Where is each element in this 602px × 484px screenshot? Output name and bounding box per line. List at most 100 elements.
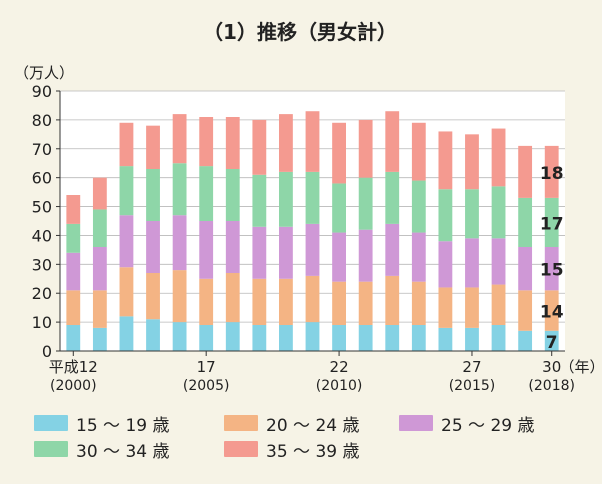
bar-segment-4 xyxy=(146,125,160,169)
bar-segment-3 xyxy=(119,166,134,216)
legend-swatch xyxy=(34,441,68,457)
bar-segment-3 xyxy=(385,171,400,224)
bar-segment-2 xyxy=(438,241,453,288)
x-tick-year: (2018) xyxy=(528,378,575,394)
legend-label: 35 〜 39 歳 xyxy=(266,441,360,462)
legend-swatch xyxy=(224,415,258,431)
bar-segment-3 xyxy=(225,169,240,221)
bar-segment-2 xyxy=(199,221,214,279)
bar-segment-2 xyxy=(119,215,134,268)
x-tick-year: (2010) xyxy=(316,378,363,394)
legend-item: 30 〜 34 歳 xyxy=(34,438,170,462)
bar-segment-1 xyxy=(385,275,400,325)
bar-segment-0 xyxy=(332,325,346,351)
bar-segment-3 xyxy=(252,174,267,227)
legend-swatch xyxy=(224,441,258,457)
x-tick-year: (2005) xyxy=(183,378,230,394)
bar-segment-4 xyxy=(199,117,214,167)
bar-segment-2 xyxy=(411,232,426,282)
y-tick-label: 90 xyxy=(32,82,52,101)
bar-segment-3 xyxy=(438,189,453,242)
bar-segment-3 xyxy=(305,171,320,224)
bar-segment-0 xyxy=(491,325,506,351)
bar-segment-0 xyxy=(279,325,293,351)
bar-segment-1 xyxy=(358,281,373,325)
bar-segment-2 xyxy=(385,223,400,276)
y-axis-ticks: 0 10 20 30 40 50 60 70 80 90 xyxy=(32,82,60,361)
bar-segment-4 xyxy=(305,111,320,172)
legend-label: 15 〜 19 歳 xyxy=(76,415,170,436)
bar-segment-2 xyxy=(518,247,533,291)
bar-segment-3 xyxy=(358,177,373,230)
bar-segment-3 xyxy=(172,163,187,216)
bar-segment-3 xyxy=(465,189,479,239)
bar-segment-1 xyxy=(518,290,533,331)
bar-segment-1 xyxy=(305,275,320,323)
legend-item: 35 〜 39 歳 xyxy=(224,438,360,462)
bar-segment-4 xyxy=(279,114,293,172)
bar-segment-4 xyxy=(491,128,506,187)
legend-swatch xyxy=(399,415,433,431)
bar-segment-0 xyxy=(411,325,426,351)
legend-item: 25 〜 29 歳 xyxy=(399,412,534,436)
bar-segment-1 xyxy=(225,273,240,323)
bar-segment-0 xyxy=(252,325,267,351)
legend-label: 30 〜 34 歳 xyxy=(76,441,170,462)
legend-item: 20 〜 24 歳 xyxy=(224,412,359,436)
bar-segment-2 xyxy=(66,252,81,291)
data-labels: 7 14 15 17 18 xyxy=(540,164,564,353)
bar-segment-0 xyxy=(92,327,107,351)
data-label: 14 xyxy=(540,303,564,323)
bar-segment-2 xyxy=(465,238,479,288)
bar-segment-3 xyxy=(518,197,533,247)
bar-segment-1 xyxy=(146,273,160,320)
bar-segment-0 xyxy=(518,330,533,351)
bar-segment-3 xyxy=(332,183,346,233)
bar-segment-2 xyxy=(279,226,293,279)
bar-segment-0 xyxy=(385,325,400,351)
bar-segment-0 xyxy=(146,319,160,351)
bar-segment-0 xyxy=(199,325,214,351)
bar-segment-4 xyxy=(92,177,107,210)
bar-segment-4 xyxy=(332,122,346,184)
bar-segment-1 xyxy=(66,290,81,325)
x-tick-label: 17 xyxy=(197,358,216,376)
bar-segment-1 xyxy=(438,287,453,328)
y-tick-label: 0 xyxy=(42,342,52,361)
bar-segment-3 xyxy=(199,166,214,221)
bar-segment-0 xyxy=(305,322,320,351)
bar-segment-2 xyxy=(172,215,187,271)
legend-item: 15 〜 19 歳 xyxy=(34,412,170,436)
bar-segment-3 xyxy=(544,197,559,247)
bar-segment-3 xyxy=(92,209,107,247)
bar-stacks xyxy=(66,111,559,351)
x-tick-year: (2015) xyxy=(449,378,496,394)
y-tick-label: 40 xyxy=(32,226,52,245)
x-tick-label: 30 xyxy=(542,358,561,376)
bar-segment-1 xyxy=(252,278,267,325)
bar-segment-4 xyxy=(172,114,187,164)
bar-segment-3 xyxy=(146,169,160,221)
bar-segment-1 xyxy=(92,290,107,328)
legend-swatch xyxy=(34,415,68,431)
x-axis-unit: （年） xyxy=(559,358,602,376)
bar-segment-1 xyxy=(279,278,293,325)
bar-segment-0 xyxy=(66,325,81,351)
bar-segment-4 xyxy=(544,145,559,198)
bar-segment-0 xyxy=(119,316,134,351)
bar-segment-2 xyxy=(225,221,240,273)
bar-segment-3 xyxy=(66,223,81,253)
bar-segment-0 xyxy=(358,325,373,351)
bar-segment-0 xyxy=(172,322,187,351)
bar-segment-2 xyxy=(544,247,559,291)
bar-segment-0 xyxy=(544,330,559,351)
bar-segment-0 xyxy=(225,322,240,351)
bar-segment-2 xyxy=(92,247,107,291)
bar-segment-4 xyxy=(225,117,240,169)
bar-segment-1 xyxy=(544,290,559,331)
bar-segment-1 xyxy=(465,287,479,328)
y-tick-label: 30 xyxy=(32,255,52,274)
bar-segment-3 xyxy=(491,186,506,239)
bar-segment-3 xyxy=(411,180,426,233)
